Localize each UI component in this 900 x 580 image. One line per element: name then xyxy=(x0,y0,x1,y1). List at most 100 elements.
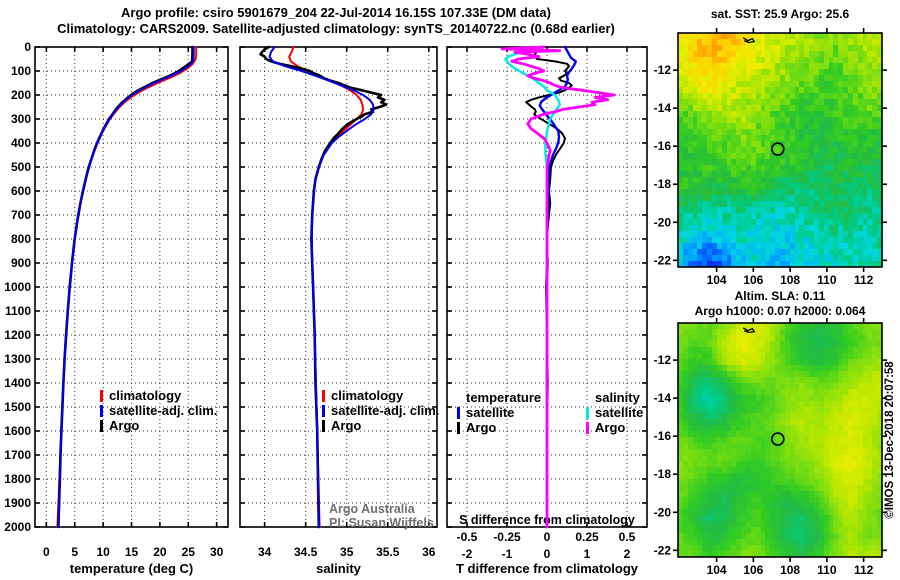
annotation-line1: Argo Australia xyxy=(329,502,415,516)
latitude-tick-label: -16 xyxy=(654,429,672,443)
s-tick-label: 0.25 xyxy=(575,530,599,544)
difference-legend-temperature: temperature satellite Argo xyxy=(457,390,541,435)
s-difference-axis-label: S difference from climatology xyxy=(459,513,635,527)
legend-label: satellite-adj. clim. xyxy=(331,403,440,418)
argo-t-line-sample xyxy=(457,422,460,434)
latitude-tick-label: -20 xyxy=(654,215,672,229)
legend-row: Argo xyxy=(457,420,541,435)
argo-australia-annotation: Argo Australia PI: Susan Wijffels xyxy=(329,502,434,530)
x-tick-label: 10 xyxy=(96,545,110,559)
depth-tick-label: 1400 xyxy=(4,376,31,390)
legend-row: Argo xyxy=(322,418,439,433)
sla-map-title: Altim. SLA: 0.11 Argo h1000: 0.07 h2000:… xyxy=(668,289,892,319)
longitude-tick-label: 108 xyxy=(780,273,800,287)
series-satellite-adj-clim- xyxy=(268,46,375,528)
x-tick-label: 35 xyxy=(340,545,354,559)
latitude-tick-label: -12 xyxy=(654,63,672,77)
satellite-adj-line-sample xyxy=(100,405,103,417)
latitude-tick-label: -14 xyxy=(654,391,672,405)
sla-map-canvas xyxy=(678,323,882,557)
depth-tick-label: 1200 xyxy=(4,328,31,342)
x-tick-label: 35.5 xyxy=(376,545,400,559)
imos-watermark: ©IMOS 13-Dec-2018 20:07:58 xyxy=(884,361,896,519)
x-tick-label: 34 xyxy=(258,545,272,559)
latitude-tick-label: -18 xyxy=(654,177,672,191)
series-argo xyxy=(259,45,388,529)
x-tick-label: 1 xyxy=(584,547,591,561)
depth-tick-label: 2000 xyxy=(4,520,31,534)
legend-label: satellite xyxy=(466,405,515,420)
series-argo-t xyxy=(525,46,573,528)
difference_profile-panel: -2 -1 0 1 2 S difference from climatology -0.5… xyxy=(446,45,648,561)
legend-row: satellite-adj. clim. xyxy=(100,403,217,418)
argo-line-sample xyxy=(100,420,103,432)
depth-tick-label: 800 xyxy=(11,232,31,246)
temperature-axis-label: temperature (deg C) xyxy=(69,561,194,576)
series-argo-s xyxy=(500,45,616,529)
legend-header: salinity xyxy=(586,390,643,405)
x-tick-label: 34.5 xyxy=(294,545,318,559)
x-tick-label: 25 xyxy=(182,545,196,559)
s-tick-label: -0.25 xyxy=(493,530,521,544)
depth-tick-label: 0 xyxy=(24,40,31,54)
sst-map-canvas xyxy=(678,33,882,267)
depth-tick-label: 1100 xyxy=(5,304,31,318)
depth-tick-label: 900 xyxy=(11,256,31,270)
depth-tick-label: 1300 xyxy=(4,352,31,366)
latitude-tick-label: -16 xyxy=(654,139,672,153)
difference_profile-frame xyxy=(446,46,648,528)
x-tick-label: -2 xyxy=(462,547,473,561)
x-tick-label: 0 xyxy=(544,547,551,561)
latitude-tick-label: -20 xyxy=(654,505,672,519)
sla-title-line2: Argo h1000: 0.07 h2000: 0.064 xyxy=(694,304,866,318)
series-argo xyxy=(57,45,194,529)
legend-label: satellite xyxy=(595,405,644,420)
temperature-legend: climatology satellite-adj. clim. Argo xyxy=(100,388,217,433)
salinity-axis-label: salinity xyxy=(316,561,361,576)
legend-label: Argo xyxy=(466,420,497,435)
longitude-tick-label: 112 xyxy=(854,273,874,287)
depth-tick-label: 1800 xyxy=(4,472,31,486)
argo-line-sample xyxy=(322,420,325,432)
longitude-tick-label: 106 xyxy=(743,273,763,287)
depth-tick-label: 1600 xyxy=(4,424,31,438)
longitude-tick-label: 110 xyxy=(817,273,837,287)
figure-title: Argo profile: csiro 5901679_204 22-Jul-2… xyxy=(0,5,672,37)
legend-row: Argo xyxy=(586,420,643,435)
argo-s-line-sample xyxy=(586,422,589,434)
legend-row: climatology xyxy=(322,388,439,403)
legend-row: satellite xyxy=(457,405,541,420)
legend-row: climatology xyxy=(100,388,217,403)
satellite-adj-line-sample xyxy=(322,405,325,417)
satellite-t-line-sample xyxy=(457,407,460,419)
series-climatology xyxy=(288,46,365,528)
depth-tick-label: 1500 xyxy=(4,400,31,414)
longitude-tick-label: 108 xyxy=(780,563,800,577)
difference-legend-salinity: salinity satellite Argo xyxy=(586,390,643,435)
figure-title-line2: Climatology: CARS2009. Satellite-adjuste… xyxy=(57,21,615,36)
depth-tick-label: 200 xyxy=(11,88,31,102)
legend-group-header: salinity xyxy=(595,390,640,405)
annotation-line2: PI: Susan Wijffels xyxy=(329,516,434,530)
s-tick-label: 0.5 xyxy=(619,530,636,544)
legend-label: Argo xyxy=(109,418,140,433)
x-tick-label: 30 xyxy=(210,545,224,559)
series-satellite-t xyxy=(538,45,577,529)
x-tick-label: 36 xyxy=(422,545,436,559)
legend-row: satellite xyxy=(586,405,643,420)
legend-header: temperature xyxy=(457,390,541,405)
latitude-tick-label: -18 xyxy=(654,467,672,481)
series-climatology xyxy=(56,46,198,528)
t-difference-axis-label: T difference from climatology xyxy=(455,561,639,576)
legend-label: climatology xyxy=(331,388,404,403)
spacer xyxy=(457,392,460,404)
depth-tick-label: 1700 xyxy=(4,448,31,462)
s-tick-label: -0.5 xyxy=(457,530,478,544)
legend-label: Argo xyxy=(331,418,362,433)
salinity-legend: climatology satellite-adj. clim. Argo xyxy=(322,388,439,433)
longitude-tick-label: 112 xyxy=(854,563,874,577)
depth-tick-label: 300 xyxy=(11,112,31,126)
climatology-line-sample xyxy=(322,390,325,402)
salinity_profile-frame xyxy=(239,46,438,528)
temperature_profile-panel: 0 5 10 15 20 25 300100200300400500600700800900… xyxy=(4,40,229,559)
